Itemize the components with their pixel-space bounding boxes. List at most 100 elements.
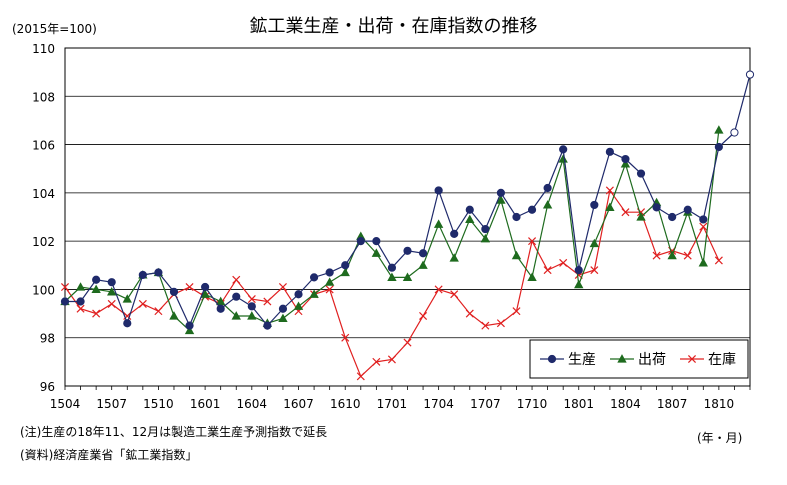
series-line-1 (64, 130, 720, 332)
data-point (465, 205, 474, 214)
data-point (107, 299, 116, 308)
data-point (542, 200, 553, 209)
data-point (699, 215, 708, 224)
data-point (496, 188, 506, 197)
data-point (434, 186, 443, 195)
data-point (465, 214, 475, 224)
data-point (154, 268, 163, 277)
data-point (652, 203, 661, 212)
data-point (324, 277, 335, 286)
series-line-0 (65, 74, 751, 328)
data-point (340, 267, 350, 277)
legend-marker (547, 354, 557, 364)
x-tick-label: 1601 (190, 397, 221, 411)
data-point (232, 275, 241, 284)
data-point (372, 237, 381, 246)
data-point (92, 309, 101, 318)
data-point (621, 208, 630, 217)
x-tick-label: 1704 (423, 397, 454, 411)
data-point (278, 282, 287, 292)
data-point (185, 321, 194, 330)
data-point (325, 268, 334, 277)
data-point (418, 249, 428, 258)
data-point (278, 304, 288, 313)
data-point (403, 246, 412, 255)
data-point (512, 307, 521, 316)
data-point (92, 275, 101, 284)
data-point (122, 294, 132, 303)
x-unit-label: (年・月) (697, 431, 743, 445)
x-tick-label: 1807 (657, 397, 688, 411)
legend-marker (617, 354, 627, 363)
data-point (91, 284, 101, 294)
data-point (169, 311, 179, 320)
data-point (387, 355, 396, 364)
data-point (341, 261, 350, 270)
footnote: (注)生産の18年11、12月は製造工業生産予測指数で延長 (20, 425, 328, 439)
legend-label: 在庫 (708, 351, 736, 368)
data-point (496, 319, 505, 328)
data-point (496, 195, 506, 204)
data-point (636, 169, 646, 178)
data-point (527, 272, 537, 281)
legend-label: 生産 (568, 352, 596, 368)
data-point (309, 289, 319, 298)
data-point (75, 282, 86, 291)
x-tick-label: 1504 (50, 397, 81, 411)
data-point (605, 202, 615, 211)
data-point (511, 250, 522, 260)
data-point (107, 278, 116, 287)
legend-marker (687, 354, 697, 364)
data-point (512, 212, 521, 222)
data-point (574, 266, 583, 275)
data-point (433, 219, 444, 228)
data-point (372, 357, 381, 366)
data-point (559, 258, 568, 267)
data-point (76, 297, 85, 306)
data-point (589, 238, 599, 248)
x-tick-label: 1801 (563, 397, 594, 411)
x-tick-label: 1507 (96, 397, 127, 411)
data-point (450, 290, 459, 299)
data-point (387, 263, 397, 272)
data-point (403, 338, 412, 347)
chart-title: 鉱工業生産・出荷・在庫指数の推移 (249, 16, 538, 37)
data-point (419, 311, 428, 321)
data-point (293, 301, 304, 310)
data-point (667, 250, 677, 260)
x-tick-label: 1804 (610, 397, 641, 411)
data-point (356, 237, 365, 246)
x-tick-label: 1610 (330, 397, 361, 411)
data-point (683, 251, 692, 260)
x-tick-label: 1701 (377, 397, 408, 411)
data-point (528, 237, 537, 246)
data-point (590, 266, 599, 275)
y-tick-label: 110 (32, 42, 55, 56)
data-point (60, 282, 70, 292)
y-tick-label: 98 (40, 332, 55, 346)
data-point (154, 307, 163, 316)
data-point (480, 233, 491, 243)
data-point (450, 229, 459, 238)
x-tick-label: 1810 (704, 397, 735, 411)
data-point (683, 205, 692, 214)
data-point (636, 212, 646, 221)
data-point (418, 260, 428, 269)
data-point (745, 70, 755, 79)
data-point (185, 282, 194, 292)
data-point (481, 321, 490, 330)
y-tick-label: 96 (40, 380, 55, 394)
data-point (620, 159, 631, 168)
data-point (201, 282, 210, 292)
x-tick-label: 1710 (517, 397, 548, 411)
data-point (652, 251, 661, 260)
data-point (138, 270, 147, 280)
data-point (481, 224, 490, 234)
data-point (216, 304, 225, 313)
data-point (605, 147, 614, 156)
data-point (402, 272, 413, 281)
y-tick-label: 100 (32, 283, 55, 297)
y-tick-label: 104 (32, 187, 55, 201)
